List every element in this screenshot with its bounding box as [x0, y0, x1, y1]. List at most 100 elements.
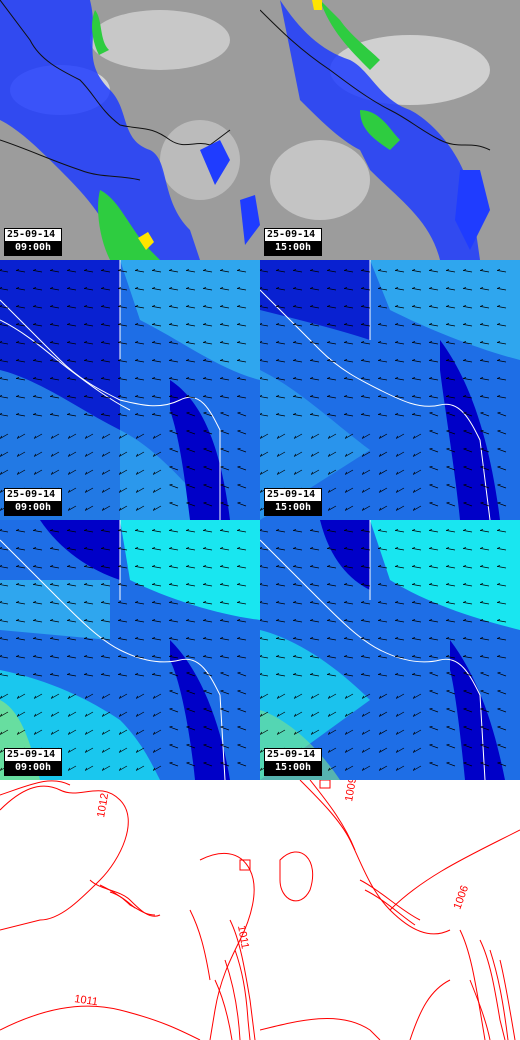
wind-vector [310, 414, 320, 417]
wind-vector [220, 448, 230, 453]
wind-vector [186, 638, 196, 641]
wind-vector [293, 602, 303, 605]
wind-vector-head [117, 287, 122, 289]
wind-vector-head [260, 637, 263, 639]
wind-vector [203, 448, 213, 453]
wind-vector [203, 672, 213, 677]
wind-vector-head [117, 323, 122, 325]
wind-vector [293, 342, 303, 345]
wind-vector-head [360, 323, 365, 325]
wind-vector-head [117, 637, 122, 639]
wind-vector [118, 396, 128, 399]
wind-vector [480, 656, 490, 659]
wind-vector-head [260, 269, 263, 271]
wind-vector [169, 566, 179, 569]
wind-vector-head [360, 565, 365, 567]
wind-vector-head [326, 341, 331, 343]
wind-vector-head [343, 359, 348, 361]
wind-vector-head [66, 529, 71, 531]
wind-vector-head [134, 359, 139, 361]
wind-vector [237, 708, 247, 713]
wind-vector [260, 638, 269, 641]
timestamp-label: 25-09-14 09:00h [4, 488, 62, 516]
wind-vector [101, 360, 111, 363]
wind-vector [16, 288, 26, 291]
wind-vector [395, 548, 405, 551]
wind-vector [429, 360, 439, 363]
wind-vector-head [101, 695, 105, 699]
wind-vector-head [15, 323, 20, 325]
wind-vector-head [50, 731, 54, 735]
wind-vector [33, 396, 43, 399]
wind-vector [310, 396, 320, 399]
wind-vector-head [360, 395, 365, 397]
wind-vector-head [32, 305, 37, 307]
wind-vector [169, 306, 179, 309]
wind-vector-head [33, 453, 37, 457]
wind-vector [429, 690, 439, 695]
wind-vector [0, 638, 9, 641]
wind-vector [446, 412, 456, 417]
wind-vector [0, 602, 9, 605]
wind-vector [293, 656, 303, 659]
wind-vector [84, 530, 94, 533]
wind-vector [118, 288, 128, 291]
wind-vector-head [327, 489, 331, 493]
wind-vector [237, 566, 247, 569]
wind-vector-head [16, 713, 20, 717]
wind-vector [497, 708, 507, 713]
wind-vector [276, 638, 286, 641]
wind-vector-head [66, 619, 71, 621]
wind-vector [446, 656, 456, 659]
wind-vector [344, 530, 354, 533]
wind-vector-head [49, 359, 54, 361]
wind-vector [135, 656, 145, 659]
wind-vector-head [168, 323, 173, 325]
wind-vector [310, 602, 320, 605]
wind-vector-head [49, 565, 54, 567]
wind-vector [446, 548, 456, 551]
wind-vector [85, 487, 94, 493]
wind-vector-head [15, 287, 20, 289]
wind-vector [412, 584, 422, 587]
time-text: 09:00h [5, 241, 61, 255]
wind-vector [67, 656, 77, 659]
wind-vector-head [344, 713, 348, 717]
wind-vector-head [479, 377, 484, 379]
wind-vector [260, 324, 269, 327]
wind-vector-head [445, 395, 450, 397]
wind-vector-head [326, 673, 331, 675]
wind-vector-head [445, 287, 450, 289]
wind-vector [33, 548, 43, 551]
wind-map-low-0900: 25-09-14 09:00h [0, 260, 260, 520]
wind-vector-head [66, 359, 71, 361]
wind-vector [379, 451, 388, 457]
wind-vector-head [15, 547, 20, 549]
wind-vector [203, 584, 213, 587]
wind-vector [67, 360, 77, 363]
wind-vector [497, 466, 507, 471]
wind-vector [345, 451, 354, 457]
wind-vector [293, 378, 303, 381]
wind-vector [446, 602, 456, 605]
wind-vector-head [236, 305, 241, 307]
wind-vector-head [135, 507, 139, 511]
wind-vector [220, 484, 230, 489]
wind-vector-head [219, 341, 224, 343]
wind-vector-head [100, 583, 105, 585]
wind-vector [220, 502, 230, 507]
wind-vector [413, 469, 422, 475]
wind-vector [220, 412, 230, 417]
wind-vector [497, 548, 507, 551]
wind-vector [412, 620, 422, 623]
wind-vector [118, 620, 128, 623]
wind-vector-head [168, 287, 173, 289]
wind-vector-head [260, 453, 263, 457]
wind-vector-head [101, 435, 105, 439]
wind-vector [446, 324, 456, 327]
wind-vector [237, 620, 247, 623]
wind-vector [378, 548, 388, 551]
wind-vector-head [236, 565, 241, 567]
wind-vector-head [236, 377, 241, 379]
wind-vector-head [411, 287, 416, 289]
